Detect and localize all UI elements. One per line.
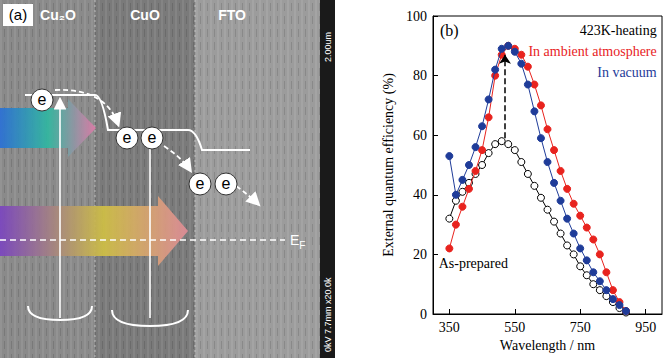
svg-text:2.00um: 2.00um: [323, 32, 333, 62]
svg-text:e: e: [222, 175, 231, 192]
svg-text:As-prepared: As-prepared: [439, 256, 508, 271]
svg-text:0kV 7.7mm x20.0k: 0kV 7.7mm x20.0k: [323, 277, 333, 352]
svg-text:e: e: [148, 129, 157, 146]
svg-text:20: 20: [413, 247, 427, 262]
svg-text:e: e: [38, 91, 47, 108]
svg-text:(a): (a): [9, 6, 27, 23]
svg-text:Cu₂O: Cu₂O: [40, 7, 76, 23]
svg-text:750: 750: [570, 320, 591, 335]
svg-text:(b): (b): [440, 22, 459, 40]
svg-text:350: 350: [439, 320, 460, 335]
svg-text:In vacuum: In vacuum: [597, 65, 657, 80]
svg-text:EF: EF: [290, 232, 305, 251]
svg-text:FTO: FTO: [218, 7, 246, 23]
svg-text:0: 0: [420, 307, 427, 322]
svg-text:423K-heating: 423K-heating: [580, 23, 657, 38]
svg-text:External quantum efficiency (%: External quantum efficiency (%): [381, 73, 397, 257]
svg-text:e: e: [196, 175, 205, 192]
svg-text:40: 40: [413, 187, 427, 202]
svg-text:In ambient atmosphere: In ambient atmosphere: [528, 44, 656, 59]
svg-text:60: 60: [413, 128, 427, 143]
svg-text:100: 100: [406, 9, 427, 24]
svg-text:950: 950: [635, 320, 656, 335]
svg-text:CuO: CuO: [130, 7, 160, 23]
svg-text:550: 550: [504, 320, 525, 335]
svg-text:80: 80: [413, 68, 427, 83]
svg-text:Wavelength / nm: Wavelength / nm: [500, 338, 595, 353]
svg-text:e: e: [123, 129, 132, 146]
